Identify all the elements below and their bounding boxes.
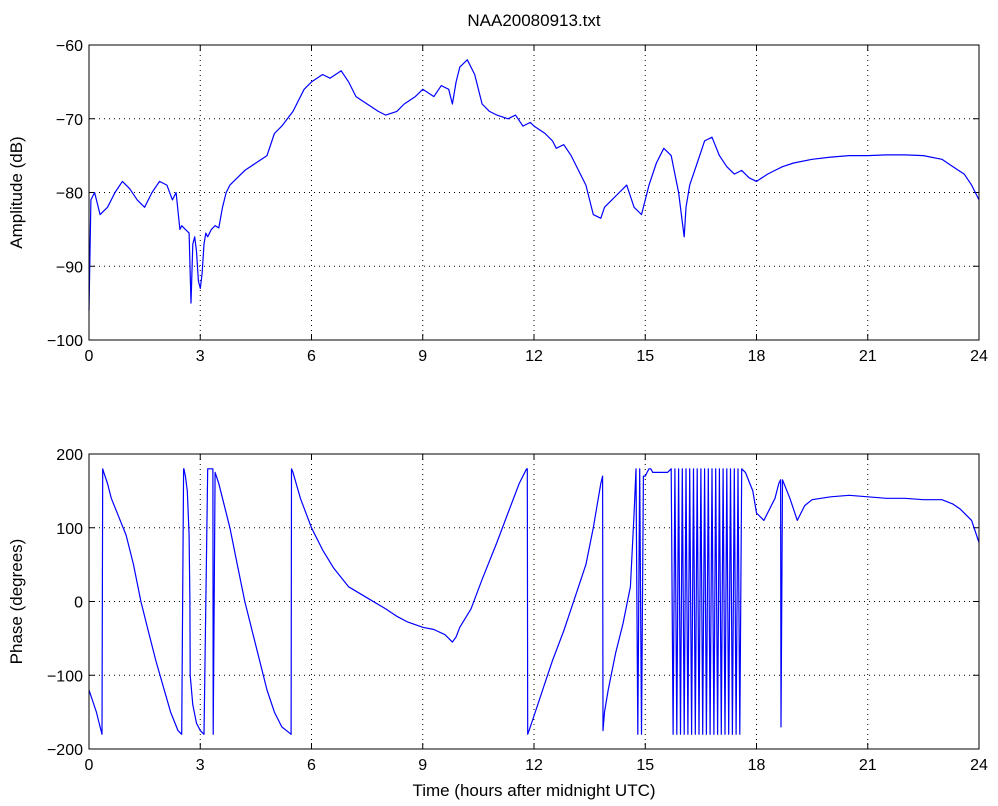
amplitude-y-tick-label: −70 [56, 112, 83, 129]
phase-x-tick-label: 3 [196, 757, 205, 774]
phase-panel: 0 3 6 9 12 15 18 21 24 −200 −100 0 100 200 Phase (deg… [7, 447, 988, 800]
phase-y-tick-label: −100 [47, 668, 83, 685]
amplitude-x-tick-label: 3 [196, 348, 205, 365]
phase-series-line [88, 468, 980, 735]
amplitude-x-tick-label: 9 [418, 348, 427, 365]
phase-plot-frame [88, 453, 980, 750]
amplitude-x-tick-label: 18 [748, 348, 766, 365]
phase-x-axis-label: Time (hours after midnight UTC) [412, 781, 655, 800]
amplitude-x-tick-label: 21 [859, 348, 877, 365]
phase-y-tick-label: −200 [47, 742, 83, 759]
phase-x-tick-label: 15 [636, 757, 654, 774]
chart-title: NAA20080913.txt [467, 11, 601, 30]
amplitude-x-tick-label: 0 [85, 348, 94, 365]
amplitude-x-tick-label: 15 [636, 348, 654, 365]
phase-x-tick-label: 21 [859, 757, 877, 774]
phase-y-tick-label: 100 [56, 521, 83, 538]
amplitude-panel: 0 3 6 9 12 15 18 21 24 −100 −90 −80 −70 −60 Amplitude… [7, 38, 988, 365]
phase-x-tick-label: 6 [307, 757, 316, 774]
phase-x-tick-label: 9 [418, 757, 427, 774]
amplitude-plot-frame [88, 44, 980, 341]
phase-x-tick-label: 18 [748, 757, 766, 774]
amplitude-x-tick-label: 6 [307, 348, 316, 365]
amplitude-x-tick-label: 12 [525, 348, 543, 365]
amplitude-y-tick-label: −60 [56, 38, 83, 55]
phase-x-tick-label: 0 [85, 757, 94, 774]
phase-y-axis-label: Phase (degrees) [7, 539, 26, 665]
amplitude-x-tick-label: 24 [970, 348, 988, 365]
amplitude-y-axis-label: Amplitude (dB) [7, 136, 26, 248]
phase-y-tick-label: 200 [56, 447, 83, 464]
phase-y-tick-label: 0 [74, 595, 83, 612]
amplitude-series-line [88, 59, 980, 311]
phase-x-tick-label: 24 [970, 757, 988, 774]
amplitude-y-tick-label: −90 [56, 259, 83, 276]
amplitude-y-tick-label: −100 [47, 333, 83, 350]
phase-x-tick-label: 12 [525, 757, 543, 774]
amplitude-y-tick-label: −80 [56, 186, 83, 203]
